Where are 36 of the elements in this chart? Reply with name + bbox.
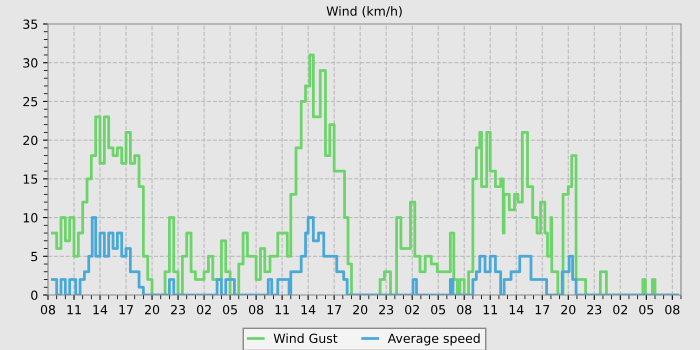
x-tick-label: 05	[222, 304, 237, 314]
y-tick-label: 10	[24, 213, 38, 222]
y-tick-label: 0	[31, 290, 38, 300]
y-tick-label: 5	[31, 252, 38, 262]
x-tick-label: 02	[405, 304, 419, 314]
y-tick-label: 20	[23, 136, 38, 146]
x-tick-label: 05	[431, 304, 446, 314]
chart-title: Wind (km/h)	[326, 6, 402, 18]
x-tick-label: 08	[665, 304, 680, 314]
x-tick-label: 08	[457, 304, 472, 314]
x-tick-label: 17	[328, 305, 342, 314]
x-tick-label: 14	[510, 305, 524, 314]
x-tick-label: 23	[379, 304, 394, 314]
x-tick-label: 11	[67, 305, 81, 314]
x-tick-label: 05	[639, 304, 654, 314]
x-tick-label: 11	[484, 305, 498, 314]
y-tick-label: 35	[23, 19, 38, 29]
legend-label: Wind Gust	[274, 333, 338, 344]
x-tick-label: 14	[302, 305, 316, 314]
legend-label: Average speed	[388, 333, 480, 346]
x-tick-label: 14	[93, 305, 108, 314]
x-tick-label: 08	[40, 304, 56, 314]
x-tick-label: 20	[353, 304, 368, 314]
x-tick-label: 02	[196, 304, 211, 314]
x-tick-label: 17	[119, 305, 133, 314]
y-tick-label: 15	[24, 174, 38, 184]
x-tick-label: 02	[613, 304, 627, 314]
x-tick-label: 08	[248, 304, 264, 314]
x-tick-label: 11	[276, 305, 289, 314]
x-tick-label: 23	[587, 304, 602, 314]
y-tick-label: 25	[23, 96, 38, 106]
x-tick-label: 20	[145, 304, 160, 314]
x-tick-label: 23	[171, 304, 186, 314]
x-tick-label: 17	[536, 305, 550, 314]
x-tick-label: 20	[561, 304, 576, 314]
y-tick-label: 30	[23, 58, 38, 68]
